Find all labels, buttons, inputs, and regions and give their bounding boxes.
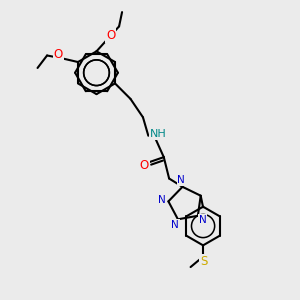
Text: S: S: [200, 255, 207, 268]
Text: NH: NH: [149, 129, 166, 139]
Text: N: N: [199, 215, 206, 225]
Text: O: O: [140, 159, 149, 172]
Text: O: O: [54, 48, 63, 61]
Text: O: O: [106, 29, 116, 42]
Text: N: N: [178, 176, 185, 185]
Text: N: N: [171, 220, 179, 230]
Text: N: N: [158, 196, 166, 206]
